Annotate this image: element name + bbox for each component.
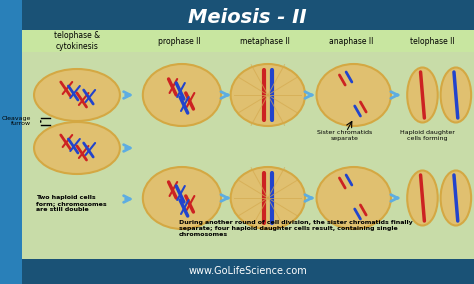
Ellipse shape — [231, 167, 305, 229]
Ellipse shape — [441, 170, 471, 225]
Text: Two haploid cells
form; chromosomes
are still double: Two haploid cells form; chromosomes are … — [36, 195, 107, 212]
Text: telophase &
cytokinesis: telophase & cytokinesis — [54, 31, 100, 51]
FancyBboxPatch shape — [22, 0, 474, 30]
Text: Haploid daughter
cells forming: Haploid daughter cells forming — [400, 130, 455, 141]
Text: Cleavage
furrow: Cleavage furrow — [2, 116, 31, 126]
Text: www.GoLifeScience.com: www.GoLifeScience.com — [189, 266, 307, 276]
Ellipse shape — [407, 68, 438, 122]
Ellipse shape — [231, 64, 305, 126]
Ellipse shape — [34, 69, 120, 121]
Ellipse shape — [143, 167, 221, 229]
FancyBboxPatch shape — [22, 52, 474, 259]
Ellipse shape — [317, 167, 391, 229]
Ellipse shape — [317, 64, 391, 126]
Text: prophase II: prophase II — [158, 37, 201, 45]
Ellipse shape — [407, 170, 438, 225]
FancyBboxPatch shape — [22, 30, 474, 52]
Ellipse shape — [34, 122, 120, 174]
FancyBboxPatch shape — [22, 259, 474, 284]
Text: Sister chromatids
separate: Sister chromatids separate — [317, 130, 372, 141]
Ellipse shape — [441, 68, 471, 122]
Text: Meiosis - II: Meiosis - II — [189, 7, 307, 26]
Text: telophase II: telophase II — [410, 37, 454, 45]
Ellipse shape — [143, 64, 221, 126]
Text: anaphase II: anaphase II — [328, 37, 373, 45]
Text: metaphase II: metaphase II — [240, 37, 290, 45]
Text: During another round of cell division, the sister chromatids finally
separate; f: During another round of cell division, t… — [179, 220, 413, 237]
